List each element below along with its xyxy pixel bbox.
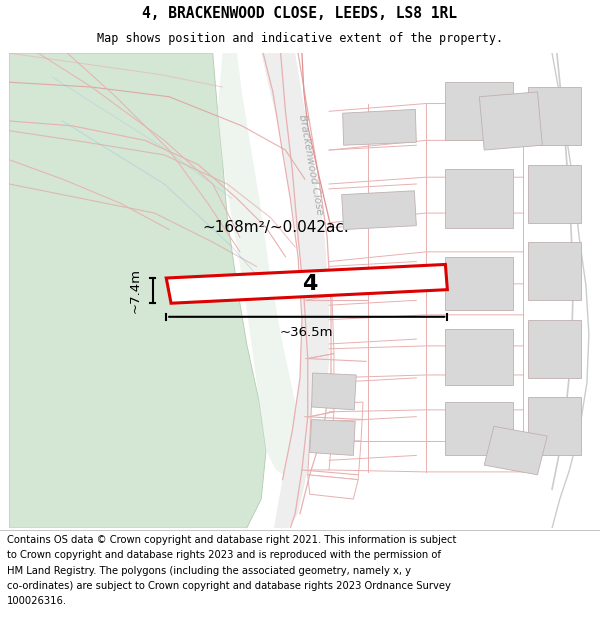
- Polygon shape: [166, 264, 448, 303]
- Polygon shape: [445, 257, 513, 310]
- Text: co-ordinates) are subject to Crown copyright and database rights 2023 Ordnance S: co-ordinates) are subject to Crown copyr…: [7, 581, 451, 591]
- Text: Brackenwood Close: Brackenwood Close: [297, 114, 325, 216]
- Polygon shape: [218, 53, 305, 484]
- Polygon shape: [9, 53, 266, 528]
- Text: to Crown copyright and database rights 2023 and is reproduced with the permissio: to Crown copyright and database rights 2…: [7, 550, 441, 560]
- Text: 100026316.: 100026316.: [7, 596, 67, 606]
- Polygon shape: [445, 169, 513, 228]
- Polygon shape: [445, 402, 513, 456]
- Polygon shape: [528, 87, 581, 145]
- Polygon shape: [308, 441, 361, 479]
- Polygon shape: [308, 475, 358, 499]
- Text: 4, BRACKENWOOD CLOSE, LEEDS, LS8 1RL: 4, BRACKENWOOD CLOSE, LEEDS, LS8 1RL: [143, 6, 458, 21]
- Text: Map shows position and indicative extent of the property.: Map shows position and indicative extent…: [97, 32, 503, 45]
- Polygon shape: [343, 109, 416, 145]
- Text: ~36.5m: ~36.5m: [280, 326, 334, 339]
- Polygon shape: [484, 426, 547, 475]
- Polygon shape: [528, 164, 581, 222]
- Polygon shape: [479, 92, 542, 150]
- Polygon shape: [528, 320, 581, 378]
- Text: HM Land Registry. The polygons (including the associated geometry, namely x, y: HM Land Registry. The polygons (includin…: [7, 566, 411, 576]
- Polygon shape: [445, 329, 513, 384]
- Polygon shape: [261, 53, 329, 528]
- Text: ~168m²/~0.042ac.: ~168m²/~0.042ac.: [202, 220, 349, 235]
- Polygon shape: [311, 373, 356, 410]
- Polygon shape: [310, 419, 355, 456]
- Polygon shape: [445, 82, 513, 141]
- Text: 4: 4: [302, 274, 317, 294]
- Polygon shape: [310, 402, 363, 441]
- Polygon shape: [341, 191, 416, 229]
- Polygon shape: [528, 242, 581, 301]
- Polygon shape: [528, 398, 581, 456]
- Text: Contains OS data © Crown copyright and database right 2021. This information is : Contains OS data © Crown copyright and d…: [7, 535, 457, 545]
- Text: ~7.4m: ~7.4m: [129, 268, 142, 313]
